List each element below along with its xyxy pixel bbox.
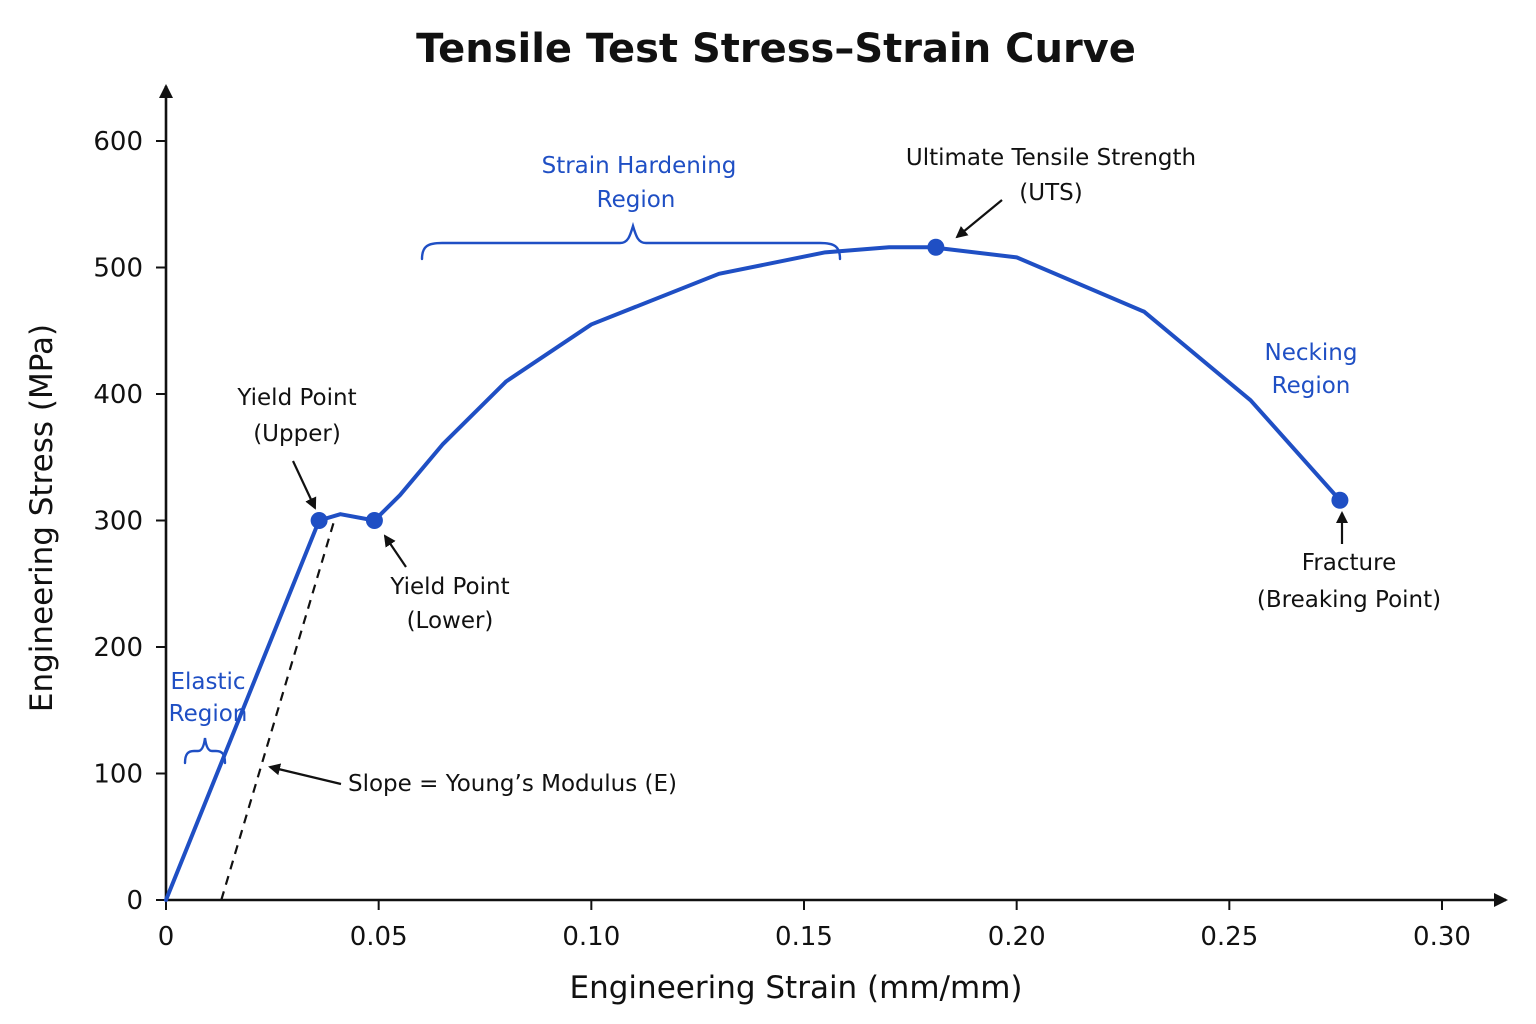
elastic-label-line2: Region	[169, 701, 248, 727]
x-tick-label: 0.15	[775, 922, 833, 952]
x-tick-label: 0.20	[988, 922, 1046, 952]
strain-hardening-label-line2: Region	[597, 187, 676, 213]
y-tick-label: 0	[126, 886, 143, 916]
yield-lower-label-line1: Yield Point	[389, 574, 509, 600]
x-tick-label: 0.10	[562, 922, 620, 952]
x-axis-label: Engineering Strain (mm/mm)	[570, 970, 1023, 1006]
chart-title: Tensile Test Stress–Strain Curve	[416, 26, 1136, 72]
yield-upper-label-line1: Yield Point	[236, 385, 356, 411]
yield-point-upper-marker	[310, 512, 328, 529]
y-ticks: 0 100 200 300 400 500 600	[93, 127, 166, 916]
modulus-dashed-line	[220, 513, 338, 901]
y-tick-label: 500	[93, 254, 143, 284]
yield-point-lower-marker	[365, 512, 383, 529]
strain-hardening-label-line1: Strain Hardening	[542, 153, 737, 179]
y-tick-label: 100	[93, 760, 143, 790]
y-tick-label: 300	[93, 507, 143, 537]
y-tick-label: 200	[93, 633, 143, 663]
uts-arrow	[955, 199, 1003, 239]
x-tick-label: 0.05	[350, 922, 408, 952]
yield-upper-arrow	[292, 460, 317, 510]
y-axis-label: Engineering Stress (MPa)	[24, 324, 60, 712]
yield-lower-label-line2: (Lower)	[407, 608, 494, 634]
necking-label-line1: Necking	[1265, 340, 1358, 366]
yield-lower-arrow	[383, 534, 407, 568]
stress-strain-curve	[164, 245, 1342, 902]
strain-hardening-brace	[420, 221, 842, 261]
elastic-label-line1: Elastic	[170, 669, 245, 695]
fracture-label-line2: (Breaking Point)	[1257, 587, 1441, 613]
elastic-brace	[183, 737, 227, 765]
uts-marker	[927, 238, 945, 256]
x-tick-label: 0.30	[1413, 922, 1471, 952]
x-ticks: 0 0.05 0.10 0.15 0.20 0.25 0.30	[158, 900, 1471, 952]
y-tick-label: 600	[93, 127, 143, 157]
x-tick-label: 0	[158, 922, 175, 952]
necking-label-line2: Region	[1272, 373, 1351, 399]
fracture-marker	[1331, 491, 1349, 509]
y-tick-label: 400	[93, 380, 143, 410]
modulus-arrow	[268, 763, 342, 786]
uts-label-line1: Ultimate Tensile Strength	[906, 145, 1196, 171]
modulus-label: Slope = Young’s Modulus (E)	[348, 771, 677, 797]
fracture-label-line1: Fracture	[1302, 550, 1396, 576]
uts-label-line2: (UTS)	[1019, 180, 1082, 206]
x-tick-label: 0.25	[1200, 922, 1258, 952]
yield-upper-label-line2: (Upper)	[253, 421, 341, 447]
